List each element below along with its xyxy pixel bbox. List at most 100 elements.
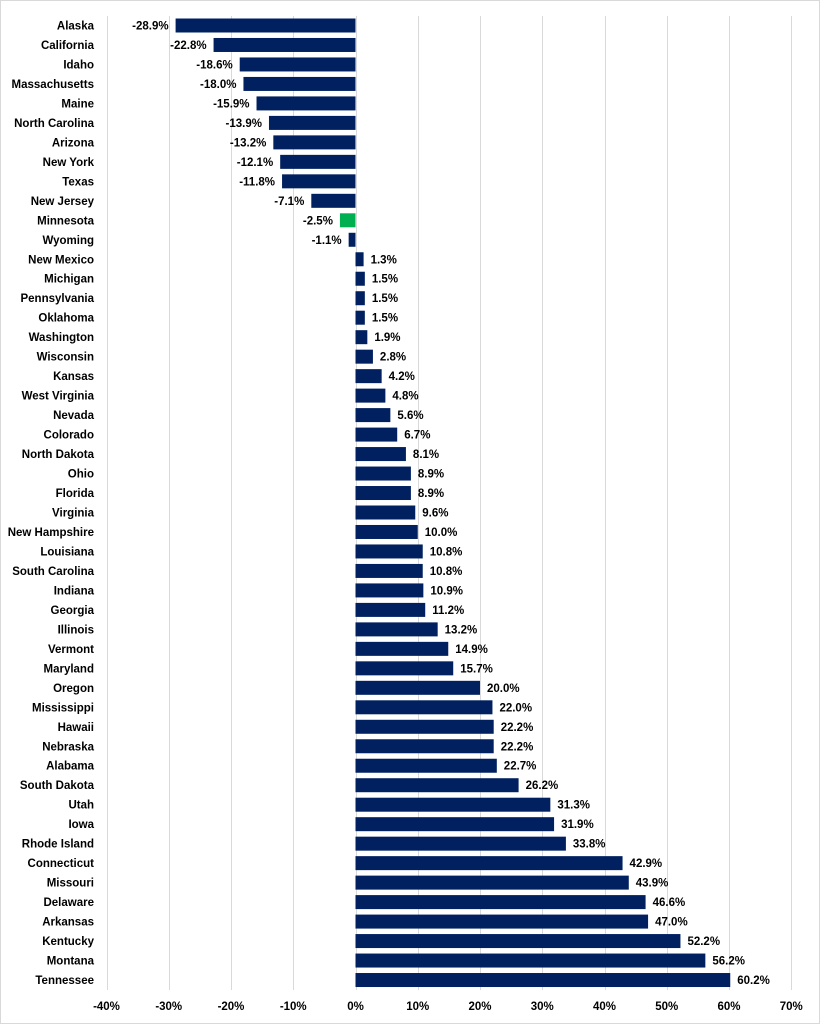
category-label: Louisiana <box>40 546 94 558</box>
x-axis-ticks: -40% -30% -20% -10% 0% 10% 20% 30% 40% 50% 60% 70% <box>93 1001 803 1013</box>
value-label: 22.7% <box>504 761 537 773</box>
category-label: Colorado <box>44 430 94 442</box>
category-label: Vermont <box>48 644 94 656</box>
bar-idaho <box>239 57 356 72</box>
bar-maine <box>256 96 356 111</box>
value-label: 8.9% <box>418 488 444 500</box>
bar-hawaii <box>355 719 494 734</box>
bar-maryland <box>355 661 454 676</box>
x-tick-label: 60% <box>717 1001 740 1013</box>
bar-new-hampshire <box>355 524 418 539</box>
category-label: Mississippi <box>32 702 94 714</box>
category-label: New Mexico <box>28 254 94 266</box>
value-label: 46.6% <box>653 897 686 909</box>
x-tick-label: 40% <box>593 1001 616 1013</box>
value-label: -22.8% <box>170 40 206 52</box>
category-label: New Hampshire <box>8 527 94 539</box>
category-label: Maine <box>61 98 94 110</box>
category-label: Idaho <box>63 59 94 71</box>
x-tick-label: -40% <box>93 1001 120 1013</box>
category-label: Oklahoma <box>38 313 94 325</box>
bar-alaska <box>175 18 356 33</box>
category-label: Missouri <box>47 878 94 890</box>
bar-mississippi <box>355 700 493 715</box>
value-label: 22.0% <box>499 702 532 714</box>
bar-massachusetts <box>243 76 356 91</box>
category-label: Pennsylvania <box>20 293 94 305</box>
category-label: North Dakota <box>22 449 95 461</box>
bar-utah <box>355 797 551 812</box>
category-label: Indiana <box>54 585 95 597</box>
bar-michigan <box>355 271 365 286</box>
category-label: Wisconsin <box>37 352 94 364</box>
x-tick-label: 10% <box>406 1001 429 1013</box>
bar-illinois <box>355 622 438 637</box>
category-label: California <box>41 40 95 52</box>
bar-florida <box>355 486 411 501</box>
value-label: 33.8% <box>573 839 606 851</box>
value-label: 42.9% <box>630 858 663 870</box>
value-label: 11.2% <box>432 605 464 617</box>
value-label: -18.0% <box>200 79 236 91</box>
x-tick-label: 70% <box>780 1001 803 1013</box>
x-tick-label: -30% <box>155 1001 182 1013</box>
category-label: Utah <box>68 800 94 812</box>
category-label: Alaska <box>57 21 95 33</box>
bar-colorado <box>355 427 398 442</box>
category-label: New Jersey <box>31 196 95 208</box>
category-label: Rhode Island <box>22 839 94 851</box>
bar-indiana <box>355 583 424 598</box>
value-label: -11.8% <box>239 176 275 188</box>
category-label: Massachusetts <box>12 79 94 91</box>
bar-iowa <box>355 817 555 832</box>
bar-pennsylvania <box>355 291 365 306</box>
bar-california <box>213 37 356 52</box>
bar-montana <box>355 953 706 968</box>
bar-ohio <box>355 466 411 481</box>
value-label: 14.9% <box>455 644 488 656</box>
bar-alabama <box>355 758 497 773</box>
value-label: 1.9% <box>374 332 400 344</box>
bar-vermont <box>355 641 449 656</box>
value-label: 60.2% <box>737 975 770 987</box>
value-label: 22.2% <box>501 741 534 753</box>
category-label: Iowa <box>68 819 94 831</box>
value-label: 2.8% <box>380 352 406 364</box>
value-label: 26.2% <box>526 780 559 792</box>
value-label: 31.3% <box>557 800 590 812</box>
category-label: Florida <box>56 488 95 500</box>
category-label: Oregon <box>53 683 94 695</box>
bar-oregon <box>355 680 480 695</box>
bar-south-carolina <box>355 563 423 578</box>
value-label: 10.0% <box>425 527 458 539</box>
category-label: South Dakota <box>20 780 95 792</box>
value-label: 43.9% <box>636 878 669 890</box>
value-label: 8.1% <box>413 449 439 461</box>
category-label: Connecticut <box>28 858 95 870</box>
category-label: West Virginia <box>22 391 95 403</box>
bar-wyoming <box>348 232 356 247</box>
category-label: Virginia <box>52 508 95 520</box>
bar-texas <box>282 174 356 189</box>
value-label: 20.0% <box>487 683 520 695</box>
category-label: Hawaii <box>58 722 94 734</box>
category-label: Michigan <box>44 274 94 286</box>
bar-kentucky <box>355 934 681 949</box>
category-label: North Carolina <box>14 118 94 130</box>
value-label: -13.2% <box>230 137 266 149</box>
bar-arkansas <box>355 914 649 929</box>
value-label: 9.6% <box>422 508 448 520</box>
bar-washington <box>355 330 368 345</box>
bar-minnesota <box>339 213 356 228</box>
value-label: 1.5% <box>372 274 398 286</box>
category-label: Alabama <box>46 761 95 773</box>
bar-wisconsin <box>355 349 373 364</box>
bar-delaware <box>355 895 646 910</box>
category-label: Texas <box>62 176 94 188</box>
bar-arizona <box>273 135 356 150</box>
bar-new-mexico <box>355 252 364 267</box>
value-labels: -28.9%-22.8% -18.6% -18.0% -15.9% -13.9% -13.… <box>132 21 770 988</box>
category-label: Illinois <box>58 624 94 636</box>
bar-virginia <box>355 505 416 520</box>
